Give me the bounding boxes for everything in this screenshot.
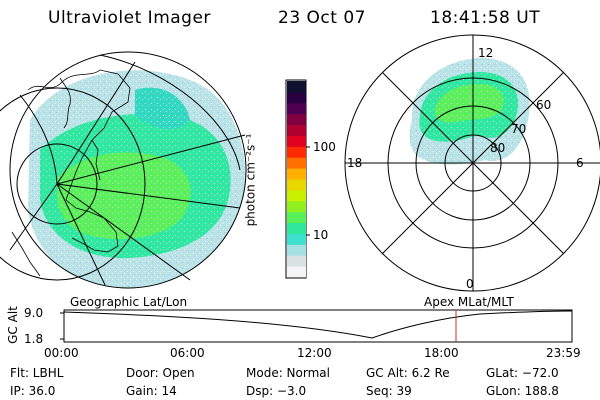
timeline-plot bbox=[60, 309, 573, 343]
status-gc-alt: GC Alt: 6.2 Re bbox=[366, 366, 450, 380]
colorbar-segment bbox=[287, 168, 306, 180]
mlat-label-70: 70 bbox=[511, 122, 527, 136]
geo-aurora-image bbox=[28, 70, 246, 288]
polar-aurora-image bbox=[409, 58, 530, 165]
status-ip: IP: 36.0 bbox=[10, 384, 56, 398]
status-door: Door: Open bbox=[126, 366, 195, 380]
colorbar-segment bbox=[287, 179, 306, 191]
mlt-label-6: 6 bbox=[576, 156, 584, 170]
timeline-ylabel: GC Alt bbox=[5, 306, 20, 344]
colorbar-segment bbox=[287, 146, 306, 158]
colorbar-segment bbox=[287, 211, 306, 224]
mlat-label-80: 80 bbox=[490, 141, 506, 155]
colorbar-ticks bbox=[306, 146, 310, 236]
colorbar-segment bbox=[287, 222, 306, 234]
status-mode: Mode: Normal bbox=[246, 366, 330, 380]
status-glat: GLat: −72.0 bbox=[486, 366, 559, 380]
timeline-xtick-3: 18:00 bbox=[424, 346, 459, 360]
timeline-xtick-2: 12:00 bbox=[297, 346, 332, 360]
time-label: 18:41:58 UT bbox=[430, 8, 541, 28]
status-filter: Flt: LBHL bbox=[10, 366, 64, 380]
timeline-ytick-top: 9.0 bbox=[24, 306, 44, 320]
gc-alt-curve bbox=[63, 310, 573, 339]
timeline-xtick-0: 00:00 bbox=[44, 346, 79, 360]
colorbar-tick-100: 100 bbox=[313, 140, 336, 154]
mlat-label-60: 60 bbox=[536, 98, 552, 112]
colorbar-segment bbox=[287, 255, 306, 267]
colorbar-segment bbox=[287, 113, 306, 126]
colorbar-segment bbox=[287, 81, 306, 93]
colorbar-segment bbox=[287, 157, 306, 169]
polar-grid bbox=[344, 34, 600, 292]
colorbar-unit-label: photon cm⁻²s⁻¹ bbox=[243, 133, 258, 227]
timeline-xtick-4: 23:59 bbox=[546, 346, 581, 360]
status-gain: Gain: 14 bbox=[126, 384, 177, 398]
status-dsp: Dsp: −3.0 bbox=[246, 384, 307, 398]
timeline-xtick-1: 06:00 bbox=[170, 346, 205, 360]
colorbar-segment bbox=[287, 124, 306, 136]
date-label: 23 Oct 07 bbox=[278, 8, 366, 28]
colorbar-segment bbox=[287, 91, 306, 104]
colorbar-segment bbox=[287, 200, 306, 213]
mlt-label-12: 12 bbox=[478, 46, 494, 60]
colorbar-segment bbox=[287, 135, 306, 147]
timeline-ytick-bottom: 1.8 bbox=[24, 332, 44, 346]
geo-grid bbox=[0, 51, 247, 289]
colorbar-segment bbox=[287, 189, 306, 202]
colorbar-tick-10: 10 bbox=[313, 228, 329, 242]
instrument-title: Ultraviolet Imager bbox=[48, 8, 211, 28]
status-seq: Seq: 39 bbox=[366, 384, 412, 398]
colorbar-segment bbox=[287, 244, 306, 256]
colorbar-segment bbox=[287, 233, 306, 245]
colorbar-segment bbox=[287, 266, 306, 278]
polar-panel-label: Apex MLat/MLT bbox=[424, 295, 514, 309]
status-glon: GLon: 188.8 bbox=[486, 384, 559, 398]
colorbar-segment bbox=[287, 102, 306, 115]
mlt-label-0: 0 bbox=[466, 277, 474, 291]
colorbar-gradient bbox=[287, 81, 306, 278]
geo-panel-label: Geographic Lat/Lon bbox=[70, 295, 188, 309]
mlt-label-18: 18 bbox=[347, 156, 363, 170]
geo-coastline bbox=[11, 69, 131, 277]
